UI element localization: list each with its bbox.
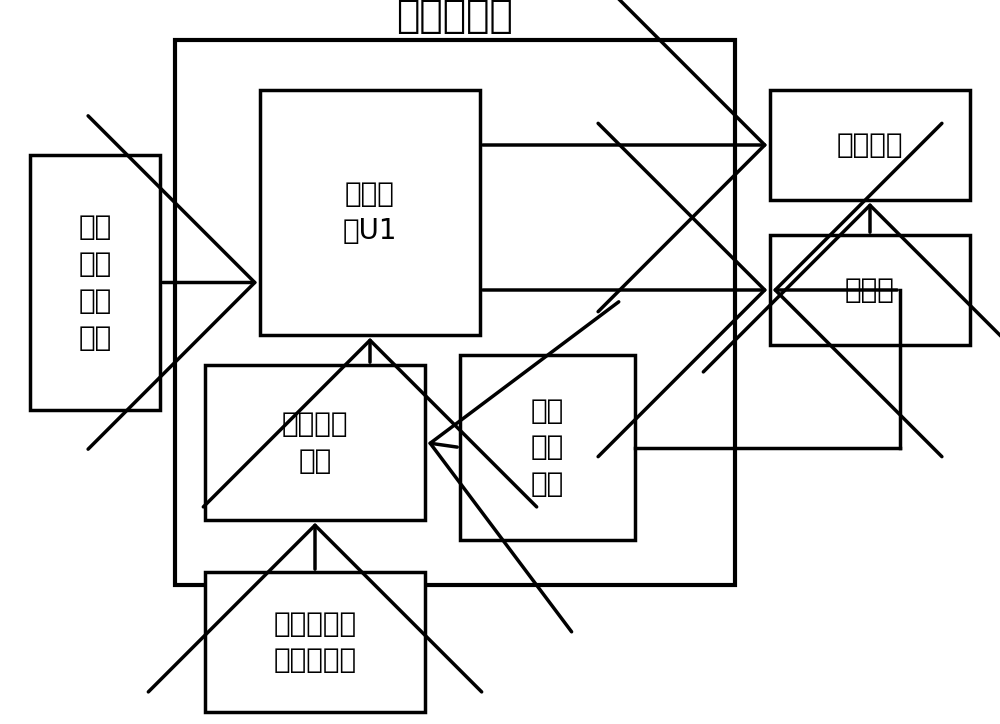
Bar [460,355,635,540]
Text: 蓄电池: 蓄电池 [845,276,895,304]
Text: 微控制
器U1: 微控制 器U1 [343,180,397,245]
Bar [205,365,425,520]
Text: 充电控制器: 充电控制器 [397,0,513,35]
Text: 光伏
功率
检测
模块: 光伏 功率 检测 模块 [78,214,112,352]
Text: 稳压模块: 稳压模块 [837,131,903,159]
Bar [770,235,970,345]
Bar [260,90,480,335]
Bar [205,572,425,712]
Bar [175,40,735,585]
Text: 电量
检测
模块: 电量 检测 模块 [531,397,564,498]
Bar [30,155,160,410]
Text: 用电设备功
率检测模块: 用电设备功 率检测模块 [273,610,357,674]
Bar [770,90,970,200]
Text: 辅助充电
模块: 辅助充电 模块 [282,410,348,475]
